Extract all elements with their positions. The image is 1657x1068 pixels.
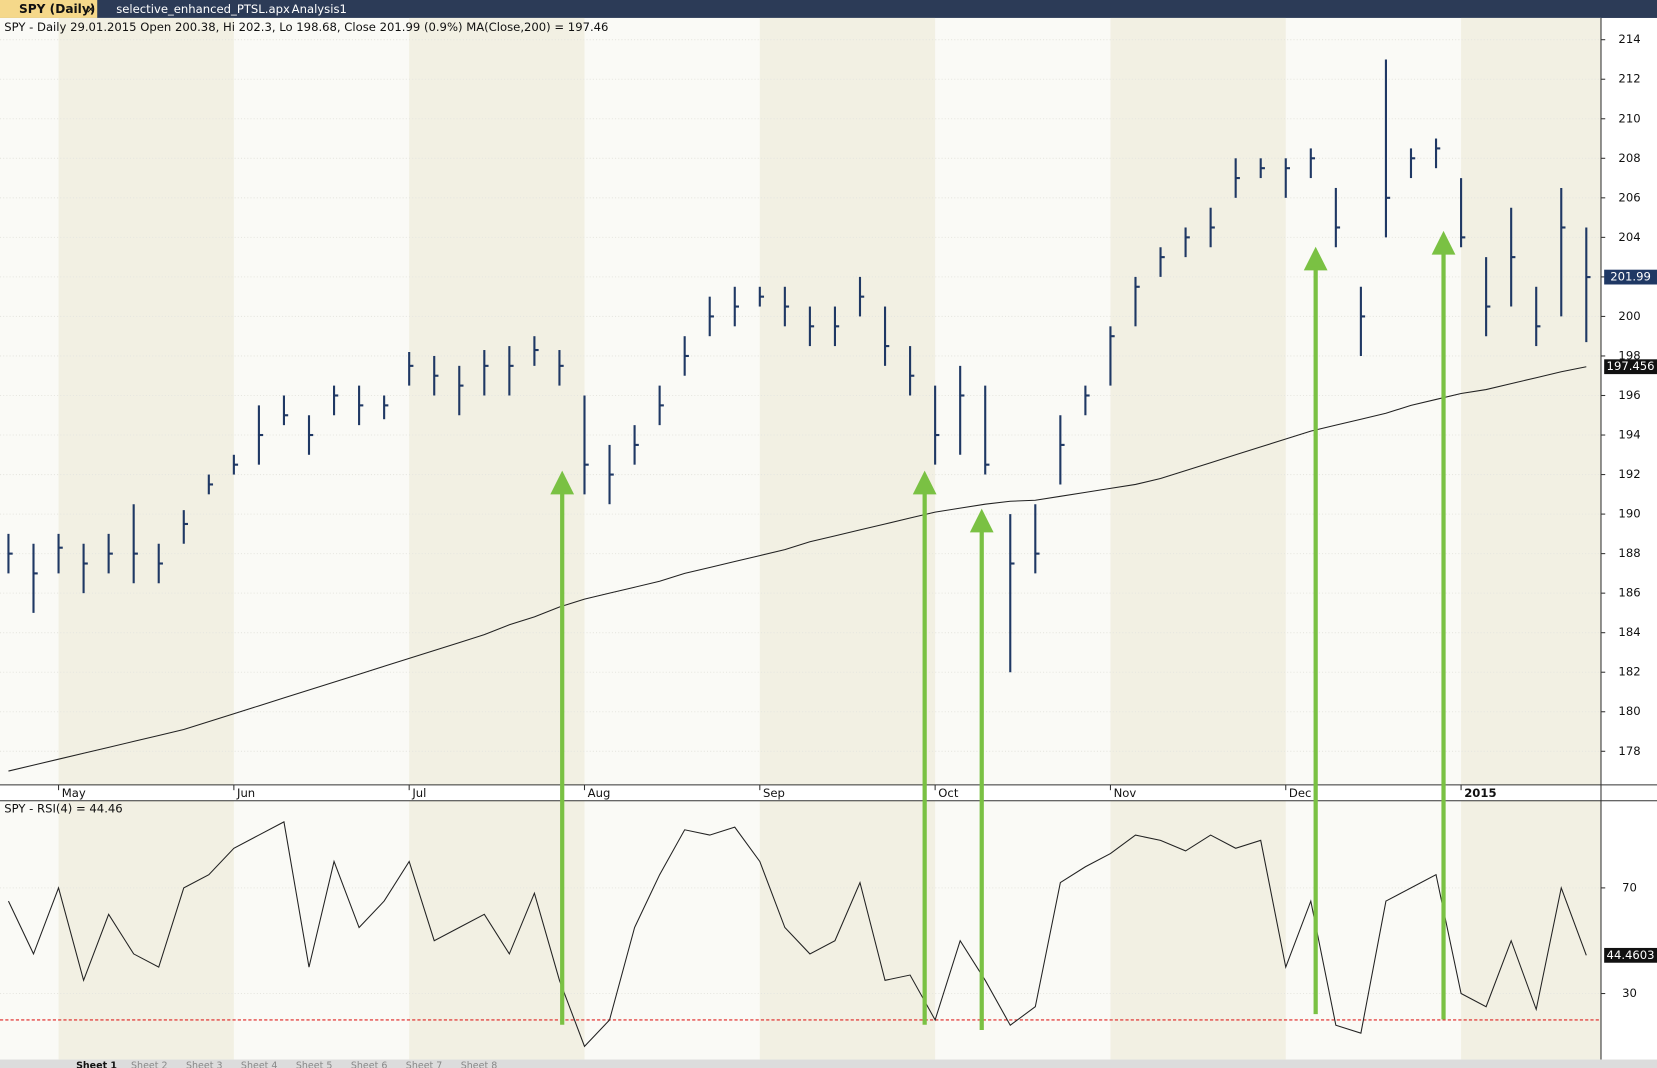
sheet-tab[interactable]: Sheet 6 (351, 1060, 388, 1068)
y-tick-label: 192 (1618, 467, 1640, 481)
tab-label[interactable]: Analysis1 (292, 2, 347, 16)
sheet-tab[interactable]: Sheet 5 (296, 1060, 333, 1068)
month-band (409, 17, 585, 785)
x-tick-label: Jul (411, 786, 426, 800)
y-tick-label: 210 (1618, 111, 1640, 125)
plot-layer: May Jun Jul Aug Sep Oct Nov Dec 2015 178 180 182 184… (0, 32, 1657, 1048)
last-value-box (1604, 269, 1657, 285)
tab-bar (0, 0, 1657, 18)
ma-line (8, 366, 1587, 772)
y-tick-label: 180 (1618, 704, 1640, 718)
signal-arrows (550, 230, 1456, 1030)
x-tick-label: May (62, 786, 86, 800)
rsi-header: SPY - RSI(4) = 44.46 (4, 802, 122, 816)
y-tick-label: 30 (1622, 986, 1637, 1000)
sheet-bar (0, 1059, 1657, 1068)
month-band (1461, 17, 1601, 785)
last-value-label: 44.4603 (1607, 948, 1655, 962)
arrow-head (1431, 230, 1456, 255)
month-band (759, 800, 936, 1060)
x-tick-label: Dec (1289, 786, 1311, 800)
y-tick-label: 190 (1618, 507, 1640, 521)
y-tick-label: 196 (1618, 388, 1640, 402)
y-tick-label: 206 (1618, 190, 1640, 204)
sheet-tabs: Sheet 1 Sheet 2 Sheet 3 Sheet 4 Sheet 5 Sheet… (76, 1060, 497, 1068)
x-tick-label: Oct (938, 786, 959, 800)
tab-close[interactable]: × (86, 2, 96, 16)
sheet-tab[interactable]: Sheet 4 (241, 1060, 278, 1068)
y-tick-label: 214 (1618, 32, 1640, 46)
last-value-box (1604, 947, 1657, 963)
month-band (1110, 800, 1286, 1060)
arrow-head (912, 470, 937, 495)
y-tick-label: 184 (1618, 625, 1640, 639)
y-tick-label: 198 (1618, 348, 1640, 362)
y-tick-label: 188 (1618, 546, 1640, 560)
x-tick-label: Jun (236, 786, 255, 800)
rsi-line (7, 821, 1587, 1048)
y-tick-label: 178 (1618, 744, 1640, 758)
month-band (58, 800, 234, 1060)
sheet-tab[interactable]: Sheet 7 (406, 1060, 443, 1068)
month-bands (58, 17, 1601, 1060)
tab-active (0, 0, 98, 18)
last-value-box (1604, 359, 1657, 375)
arrow-head (550, 470, 575, 495)
month-band (409, 800, 585, 1060)
y-tick-label: 194 (1618, 428, 1640, 442)
x-tick-label: Sep (763, 786, 785, 800)
sheet-tab[interactable]: Sheet 2 (131, 1060, 168, 1068)
sheet-tab[interactable]: Sheet 1 (76, 1060, 117, 1068)
sheet-tab[interactable]: Sheet 8 (461, 1060, 498, 1068)
x-tick-label: Nov (1114, 786, 1137, 800)
tab-label[interactable]: selective_enhanced_PTSL.apx (116, 2, 290, 16)
tab[interactable]: SPY (Daily) × (0, 0, 98, 18)
x-tick-label: 2015 (1464, 786, 1496, 800)
price-header: SPY - Daily 29.01.2015 Open 200.38, Hi 2… (4, 20, 608, 34)
y-tick-label: 200 (1618, 309, 1640, 323)
y-tick-label: 208 (1618, 151, 1640, 165)
y-tick-label: 182 (1618, 665, 1640, 679)
last-value-label: 197.456 (1607, 359, 1655, 373)
y-tick-label: 212 (1618, 72, 1640, 86)
tab-label[interactable]: SPY (Daily) (19, 2, 95, 16)
month-band (58, 17, 234, 785)
y-tick-label: 70 (1622, 880, 1637, 894)
x-tick-label: Aug (588, 786, 611, 800)
month-band (1110, 17, 1286, 785)
month-band (759, 17, 936, 785)
arrow-head (1303, 246, 1328, 271)
last-value-label: 201.99 (1610, 270, 1651, 284)
y-tick-label: 186 (1618, 586, 1640, 600)
month-band (1461, 800, 1601, 1060)
arrow-head (969, 508, 994, 533)
sheet-tab[interactable]: Sheet 3 (186, 1060, 223, 1068)
y-tick-label: 204 (1618, 230, 1640, 244)
